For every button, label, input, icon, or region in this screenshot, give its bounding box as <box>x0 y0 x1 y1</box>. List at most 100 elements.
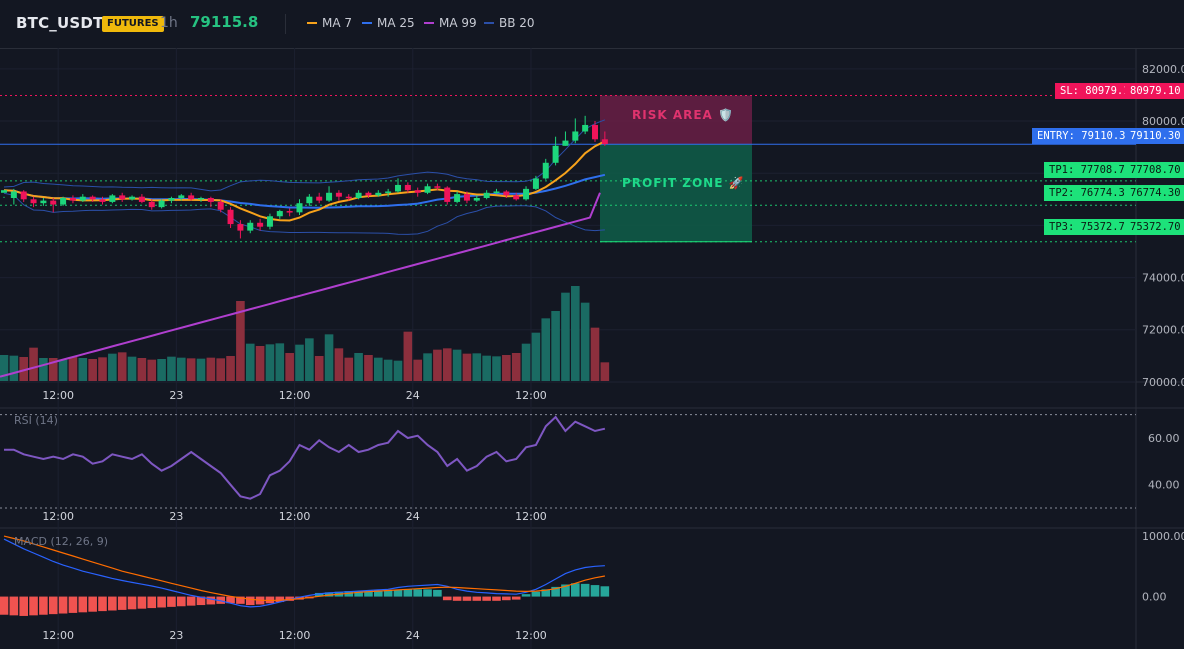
tp3-axis-label: 75372.70 <box>1125 219 1184 235</box>
volume-bar <box>206 357 216 381</box>
candle-body[interactable] <box>463 194 470 201</box>
candle-body[interactable] <box>592 124 598 140</box>
macd-histogram-bar <box>29 596 38 616</box>
candle-body[interactable] <box>316 196 323 201</box>
candle-body[interactable] <box>266 216 273 227</box>
symbol-name[interactable]: BTC_USDT <box>16 14 104 32</box>
volume-bar <box>295 344 304 381</box>
candle-body[interactable] <box>188 195 195 200</box>
candle-body[interactable] <box>572 131 579 141</box>
candle-body[interactable] <box>276 211 283 217</box>
macd-histogram-bar <box>502 596 511 601</box>
candle-body[interactable] <box>552 145 559 163</box>
candle-body[interactable] <box>473 198 480 201</box>
candle-body[interactable] <box>50 200 57 205</box>
candle-body[interactable] <box>454 194 461 202</box>
candle-body[interactable] <box>69 198 76 201</box>
volume-bar <box>502 355 511 381</box>
macd-histogram-bar <box>127 596 137 610</box>
candle-body[interactable] <box>30 199 37 204</box>
legend-ma25-label: MA 25 <box>377 16 415 30</box>
volume-bar <box>98 357 107 381</box>
legend-ma99[interactable]: MA 99 <box>424 16 477 30</box>
macd-histogram-bar <box>206 596 216 605</box>
candle-body[interactable] <box>503 191 510 196</box>
candle-body[interactable] <box>355 192 362 198</box>
macd-histogram-bar <box>541 589 551 597</box>
volume-bar <box>88 359 97 381</box>
macd-histogram-bar <box>108 596 117 611</box>
futures-badge: FUTURES <box>102 16 164 32</box>
candle-body[interactable] <box>582 124 589 132</box>
candle-body[interactable] <box>99 199 106 202</box>
legend-bb20[interactable]: BB 20 <box>484 16 535 30</box>
candle-body[interactable] <box>493 191 500 193</box>
candle-body[interactable] <box>385 191 392 193</box>
candle-body[interactable] <box>138 196 145 202</box>
macd-histogram-bar <box>196 596 206 606</box>
risk-area-zone <box>600 95 752 145</box>
candle-body[interactable] <box>198 198 204 200</box>
candle-body[interactable] <box>375 192 382 196</box>
candle-body[interactable] <box>395 184 401 192</box>
candle-body[interactable] <box>158 200 165 208</box>
candle-body[interactable] <box>306 196 313 204</box>
bollinger-lower-band <box>3 192 605 235</box>
time-axis-label: 12:00 <box>515 510 547 523</box>
candle-body[interactable] <box>247 222 254 231</box>
candle-body[interactable] <box>444 187 451 202</box>
candle-body[interactable] <box>562 140 569 146</box>
bollinger-upper-band <box>3 119 606 192</box>
candle-body[interactable] <box>257 222 264 227</box>
macd-histogram-bar <box>58 596 68 614</box>
candle-body[interactable] <box>286 211 293 213</box>
candle-body[interactable] <box>40 200 47 204</box>
entry-tag: ENTRY: 79110.3 <box>1032 128 1131 144</box>
candle-body[interactable] <box>404 184 411 191</box>
candle-body[interactable] <box>424 186 431 193</box>
candle-body[interactable] <box>168 198 175 201</box>
macd-histogram-bar <box>9 596 19 616</box>
volume-bar <box>482 355 491 381</box>
macd-histogram-bar <box>295 596 304 600</box>
candle-body[interactable] <box>532 178 539 189</box>
candle-body[interactable] <box>60 198 67 205</box>
volume-bar <box>29 347 38 381</box>
volume-bar <box>265 344 275 381</box>
candle-body[interactable] <box>207 198 214 202</box>
candle-body[interactable] <box>148 201 155 208</box>
candle-body[interactable] <box>217 201 224 210</box>
volume-bar <box>462 353 472 381</box>
candle-body[interactable] <box>237 224 244 231</box>
candle-body[interactable] <box>345 196 352 199</box>
macd-histogram-bar <box>600 586 610 597</box>
candle-body[interactable] <box>483 192 490 198</box>
candle-body[interactable] <box>365 192 372 196</box>
interval-selector[interactable]: 1h <box>160 15 178 31</box>
candle-body[interactable] <box>434 186 441 188</box>
candle-body[interactable] <box>601 139 608 145</box>
macd-histogram-bar <box>147 596 157 609</box>
candle-body[interactable] <box>89 196 96 200</box>
candle-body[interactable] <box>129 196 136 200</box>
candle-body[interactable] <box>119 195 126 200</box>
candle-body[interactable] <box>513 195 520 200</box>
candle-body[interactable] <box>542 162 549 179</box>
candle-body[interactable] <box>326 192 333 201</box>
candle-body[interactable] <box>296 203 303 213</box>
candle-body[interactable] <box>335 192 342 197</box>
candle-body[interactable] <box>10 191 17 198</box>
candle-body[interactable] <box>79 196 86 201</box>
legend-ma25[interactable]: MA 25 <box>362 16 415 30</box>
candle-body[interactable] <box>178 195 185 198</box>
legend-ma7[interactable]: MA 7 <box>307 16 352 30</box>
candle-body[interactable] <box>109 195 116 202</box>
candle-body[interactable] <box>414 190 421 193</box>
candle-body[interactable] <box>227 209 234 225</box>
macd-histogram-bar <box>531 591 541 597</box>
volume-bar <box>521 343 531 381</box>
candle-body[interactable] <box>523 188 530 200</box>
candle-body[interactable] <box>20 191 27 200</box>
candle-body[interactable] <box>1 190 7 193</box>
